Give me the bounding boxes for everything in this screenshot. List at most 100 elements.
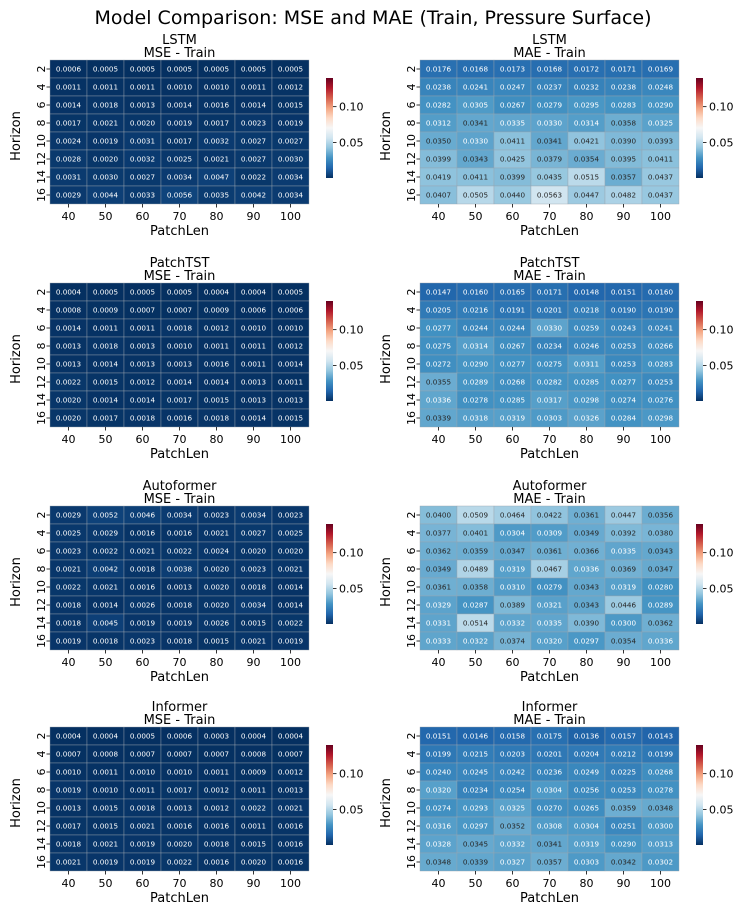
cell-value-label: 0.0013 xyxy=(130,360,155,369)
cell-value-label: 0.0240 xyxy=(426,768,452,777)
cell-value-label: 0.0025 xyxy=(56,529,81,538)
cell-value-label: 0.0009 xyxy=(93,306,119,315)
cell-value-label: 0.0010 xyxy=(167,83,193,92)
cell-value-label: 0.0034 xyxy=(241,511,267,520)
cell-value-label: 0.0034 xyxy=(241,601,267,610)
colorbar-tick-label: 0.10 xyxy=(339,768,364,781)
cell-value-label: 0.0238 xyxy=(611,83,637,92)
cell-value-label: 0.0021 xyxy=(93,840,118,849)
cell-value-label: 0.0320 xyxy=(426,786,452,795)
x-tick-label: 70 xyxy=(543,877,557,890)
cell-value-label: 0.0274 xyxy=(426,804,452,813)
cell-value-label: 0.0287 xyxy=(463,601,488,610)
cell-value-label: 0.0411 xyxy=(463,173,488,182)
cell-value-label: 0.0203 xyxy=(500,750,525,759)
y-tick-label: 2 xyxy=(35,289,48,296)
cell-value-label: 0.0027 xyxy=(241,529,266,538)
y-tick-label: 8 xyxy=(405,343,418,350)
x-tick-label: 90 xyxy=(617,877,631,890)
cell-value-label: 0.0151 xyxy=(611,288,636,297)
cell-value-label: 0.0021 xyxy=(130,547,155,556)
cell-value-label: 0.0011 xyxy=(56,83,81,92)
cell-value-label: 0.0034 xyxy=(278,173,304,182)
cell-value-label: 0.0022 xyxy=(241,804,266,813)
cell-value-label: 0.0225 xyxy=(611,768,636,777)
cell-value-label: 0.0335 xyxy=(611,547,636,556)
x-tick-label: 40 xyxy=(432,877,446,890)
cell-value-label: 0.0023 xyxy=(130,637,155,646)
cell-value-label: 0.0171 xyxy=(537,288,562,297)
cell-value-label: 0.0356 xyxy=(648,511,674,520)
y-tick-label: 2 xyxy=(405,512,418,519)
y-axis-label: Horizon xyxy=(9,778,24,828)
cell-value-label: 0.0151 xyxy=(426,732,451,741)
cell-value-label: 0.0024 xyxy=(204,547,230,556)
cell-value-label: 0.0343 xyxy=(463,155,488,164)
cell-value-label: 0.0201 xyxy=(537,306,562,315)
x-tick-label: 100 xyxy=(280,433,301,446)
cell-value-label: 0.0303 xyxy=(574,858,599,867)
cell-value-label: 0.0020 xyxy=(204,565,230,574)
cell-value-label: 0.0165 xyxy=(500,288,525,297)
colorbar-tick-label: 0.05 xyxy=(339,360,364,373)
x-axis-label: PatchLen xyxy=(520,447,579,462)
x-tick-label: 40 xyxy=(62,210,76,223)
cell-value-label: 0.0336 xyxy=(426,396,452,405)
cell-value-label: 0.0004 xyxy=(278,732,304,741)
cell-value-label: 0.0136 xyxy=(574,732,600,741)
y-tick-label: 2 xyxy=(405,66,418,73)
cell-value-label: 0.0267 xyxy=(500,101,525,110)
x-tick-label: 80 xyxy=(210,433,224,446)
cell-value-label: 0.0290 xyxy=(648,101,674,110)
cell-value-label: 0.0169 xyxy=(648,65,674,74)
cell-value-label: 0.0176 xyxy=(426,65,452,74)
y-axis-label: Horizon xyxy=(9,111,24,161)
y-tick-label: 8 xyxy=(35,787,48,794)
cell-value-label: 0.0016 xyxy=(204,101,230,110)
cell-value-label: 0.0259 xyxy=(574,324,600,333)
panel-model-title: Informer xyxy=(522,700,578,715)
x-tick-label: 100 xyxy=(280,656,301,669)
cell-value-label: 0.0009 xyxy=(241,768,267,777)
cell-value-label: 0.0005 xyxy=(130,65,155,74)
cell-value-label: 0.0316 xyxy=(426,822,452,831)
cell-value-label: 0.0018 xyxy=(167,601,193,610)
x-tick-label: 80 xyxy=(210,656,224,669)
cell-value-label: 0.0027 xyxy=(130,173,155,182)
cell-value-label: 0.0033 xyxy=(130,191,155,200)
cell-value-label: 0.0018 xyxy=(56,601,82,610)
cell-value-label: 0.0009 xyxy=(204,306,230,315)
cell-value-label: 0.0379 xyxy=(537,155,563,164)
panel-model-title: Informer xyxy=(152,700,208,715)
cell-value-label: 0.0395 xyxy=(611,155,636,164)
cell-value-label: 0.0212 xyxy=(611,750,636,759)
cell-value-label: 0.0343 xyxy=(574,601,599,610)
cell-value-label: 0.0357 xyxy=(537,858,562,867)
y-tick-label: 8 xyxy=(35,120,48,127)
cell-value-label: 0.0005 xyxy=(278,65,303,74)
cell-value-label: 0.0018 xyxy=(130,565,156,574)
cell-value-label: 0.0014 xyxy=(278,601,304,610)
cell-value-label: 0.0422 xyxy=(537,511,562,520)
cell-value-label: 0.0390 xyxy=(611,137,637,146)
cell-value-label: 0.0007 xyxy=(167,750,192,759)
cell-value-label: 0.0345 xyxy=(463,840,488,849)
cell-value-label: 0.0336 xyxy=(574,565,600,574)
cell-value-label: 0.0330 xyxy=(537,324,563,333)
cell-value-label: 0.0275 xyxy=(537,360,562,369)
colorbar-tick-label: 0.05 xyxy=(339,137,364,150)
x-tick-label: 80 xyxy=(210,210,224,223)
cell-value-label: 0.0175 xyxy=(537,732,562,741)
panel-subtitle: MSE - Train xyxy=(144,492,216,507)
cell-value-label: 0.0014 xyxy=(93,601,119,610)
cell-value-label: 0.0019 xyxy=(130,619,156,628)
x-tick-label: 50 xyxy=(469,877,483,890)
cell-value-label: 0.0005 xyxy=(130,732,155,741)
cell-value-label: 0.0341 xyxy=(463,119,488,128)
cell-value-label: 0.0016 xyxy=(167,414,193,423)
colorbar-tick-label: 0.05 xyxy=(709,804,734,817)
cell-value-label: 0.0005 xyxy=(278,288,303,297)
y-axis-label: Horizon xyxy=(379,557,394,607)
colorbar xyxy=(696,524,703,624)
